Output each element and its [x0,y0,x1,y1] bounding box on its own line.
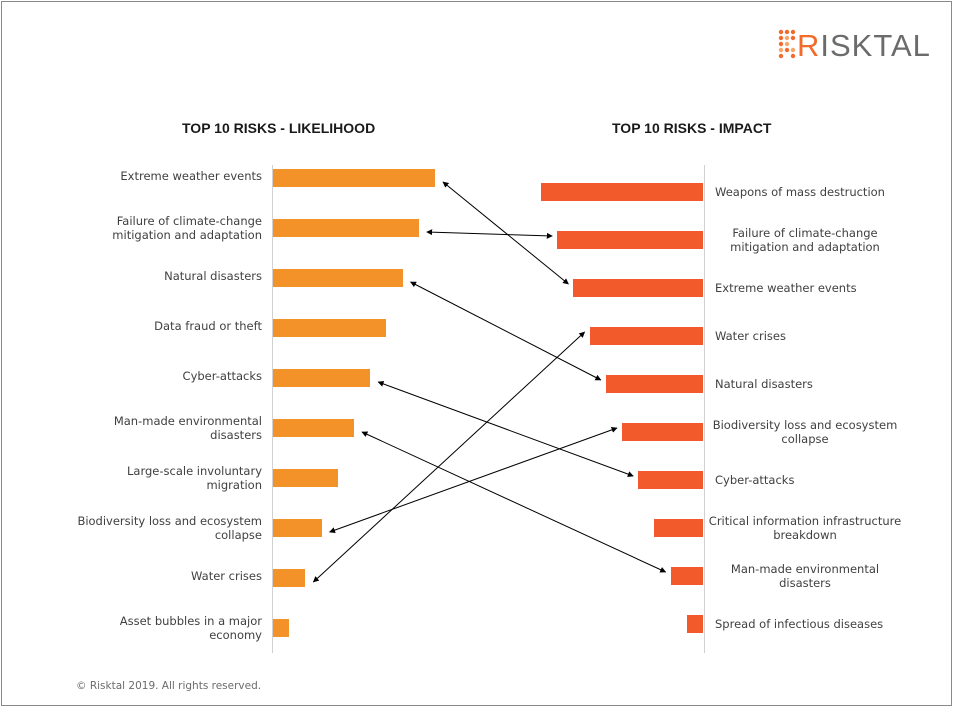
likelihood-bar [273,419,354,437]
category-label-line: collapse [214,528,262,542]
likelihood-bar [273,369,371,387]
category-label-line: Biodiversity loss and ecosystem [77,514,262,528]
category-label-line: mitigation and adaptation [112,228,262,242]
impact-category-label: Cyber-attacks [715,473,915,487]
likelihood-bar [273,319,387,337]
likelihood-bar [273,469,338,487]
category-label-line: Extreme weather events [120,169,262,183]
impact-bar [573,279,703,297]
category-label-line: Man-made environmental [113,414,262,428]
copyright-notice: © Risktal 2019. All rights reserved. [76,680,262,692]
likelihood-bar [273,619,290,637]
impact-category-label: Man-made environmental disasters [705,562,905,590]
impact-bar [605,375,703,393]
likelihood-bar [273,169,435,187]
logo-dot-mark-icon [778,29,796,59]
impact-bar [686,615,703,633]
impact-bar [557,231,703,249]
category-label-line: Failure of climate-change [116,214,262,228]
likelihood-category-label: Data fraud or theft [62,319,262,333]
category-label-line: collapse [781,432,829,446]
impact-category-label: Critical information infrastructure break… [705,514,905,542]
likelihood-axis-line [272,165,273,653]
category-label-line: Weapons of mass destruction [715,185,885,199]
impact-category-label: Spread of infectious diseases [715,617,915,631]
category-label-line: Water crises [191,569,262,583]
category-label-line: Extreme weather events [715,281,857,295]
category-label-line: Failure of climate-change [732,226,878,240]
category-label-line: Man-made environmental [730,562,880,576]
category-label-line: Natural disasters [164,269,262,283]
category-label-line: mitigation and adaptation [730,240,880,254]
risktal-logo: RISKTAL [775,22,935,72]
category-label-line: economy [209,628,262,642]
impact-category-label: Failure of climate-change mitigation and … [705,226,905,254]
likelihood-category-label: Man-made environmental disasters [62,414,262,442]
logo-wordmark: RISKTAL [797,28,931,63]
likelihood-category-label: Asset bubbles in a major economy [62,614,262,642]
impact-category-label: Weapons of mass destruction [715,185,915,199]
category-label-line: Critical information infrastructure [708,514,902,528]
likelihood-chart-title: TOP 10 RISKS - LIKELIHOOD [182,120,376,136]
category-label-line: Natural disasters [715,377,813,391]
likelihood-bar [273,569,306,587]
likelihood-category-label: Biodiversity loss and ecosystem collapse [62,514,262,542]
impact-bar [670,567,703,585]
impact-category-label: Water crises [715,329,915,343]
impact-bar [622,423,703,441]
category-label-line: Data fraud or theft [154,319,262,333]
category-label-line: Cyber-attacks [715,473,795,487]
slide-frame [1,1,952,706]
impact-bar [589,327,703,345]
impact-bar [541,183,703,201]
impact-bar [654,519,703,537]
category-label-line: Cyber-attacks [182,369,262,383]
category-label-line: Spread of infectious diseases [715,617,884,631]
category-label-line: migration [206,478,262,492]
impact-bar [638,471,703,489]
impact-category-label: Natural disasters [715,377,915,391]
category-label-line: Large-scale involuntary [127,464,262,478]
impact-category-label: Extreme weather events [715,281,915,295]
likelihood-bar [273,219,419,237]
likelihood-bar [273,519,322,537]
category-label-line: disasters [210,428,262,442]
category-label-line: Water crises [715,329,786,343]
likelihood-category-label: Natural disasters [62,269,262,283]
category-label-line: breakdown [773,528,837,542]
likelihood-bar [273,269,403,287]
likelihood-category-label: Large-scale involuntary migration [62,464,262,492]
likelihood-category-label: Extreme weather events [62,169,262,183]
likelihood-category-label: Failure of climate-change mitigation and … [62,214,262,242]
impact-category-label: Biodiversity loss and ecosystem collapse [705,418,905,446]
likelihood-category-label: Water crises [62,569,262,583]
category-label-line: disasters [779,576,831,590]
impact-axis-line [704,165,705,653]
likelihood-category-label: Cyber-attacks [62,369,262,383]
category-label-line: Biodiversity loss and ecosystem [712,418,898,432]
impact-chart-title: TOP 10 RISKS - IMPACT [612,120,772,136]
category-label-line: Asset bubbles in a major [119,614,262,628]
